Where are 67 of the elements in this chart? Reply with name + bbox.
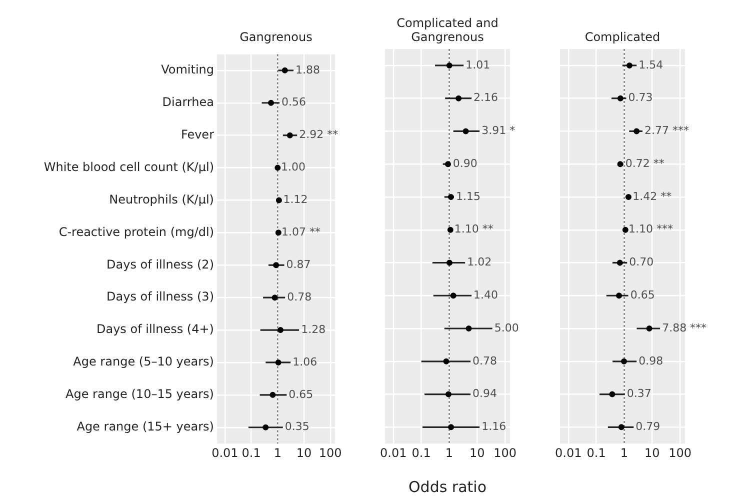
data-label: 0.78 [287, 290, 312, 304]
x-tick-label: 10 [644, 446, 660, 460]
data-label: 1.40 [474, 288, 498, 302]
data-label: 7.88 *** [662, 321, 708, 334]
x-tick-label: 0.01 [380, 446, 407, 460]
data-label: 1.15 [456, 190, 480, 203]
data-label: 2.16 [474, 91, 498, 104]
y-tick-label: Diarrhea [162, 95, 214, 109]
x-axis-title: Odds ratio [407, 478, 488, 496]
x-tick-label: 0.01 [555, 446, 582, 460]
x-tick-label: 10 [470, 446, 485, 460]
x-tick-label: 1 [620, 446, 628, 460]
data-label: 5.00 [494, 321, 519, 334]
data-label: 0.35 [284, 420, 310, 434]
data-label: 0.72 ** [625, 156, 665, 170]
data-label: 2.92 ** [299, 128, 339, 142]
y-tick-label: Days of illness (3) [106, 290, 214, 304]
y-tick-label: Age range (10–15 years) [66, 387, 214, 402]
y-tick-label: White blood cell count (K/µl) [44, 160, 214, 174]
data-label: 0.98 [638, 354, 664, 368]
data-label: 1.12 [283, 193, 308, 206]
x-tick-label: 10 [296, 446, 312, 460]
x-tick-label: 100 [668, 446, 692, 460]
data-label: 0.65 [288, 388, 314, 401]
chart-title: Complicated and Gangrenous [396, 15, 500, 44]
data-label: 0.90 [452, 156, 478, 170]
data-label: 1.01 [466, 58, 490, 72]
y-tick-label: C-reactive protein (mg/dl) [58, 224, 214, 239]
x-tick-label: 0.1 [242, 446, 261, 460]
data-label: 1.88 [296, 63, 320, 76]
data-label: 0.70 [629, 256, 654, 269]
chart-title: Complicated [584, 29, 662, 44]
y-tick-label: Age range (15+ years) [76, 420, 214, 434]
data-label: 1.10 ** [454, 222, 494, 236]
x-tick-label: 100 [494, 446, 517, 460]
data-label: 0.73 [628, 91, 653, 104]
data-label: 0.94 [472, 387, 498, 400]
data-label: 1.54 [638, 58, 664, 72]
x-tick-label: 100 [318, 446, 342, 460]
data-label: 0.79 [636, 420, 660, 434]
x-tick-label: 1 [445, 446, 454, 460]
y-tick-label: Fever [180, 127, 214, 142]
data-label: 1.42 ** [632, 190, 672, 203]
data-label: 2.77 *** [644, 124, 690, 138]
data-label: 0.56 [282, 96, 306, 109]
data-label: 1.02 [467, 256, 492, 269]
data-label: 1.16 [482, 420, 506, 434]
data-label: 1.10 *** [628, 222, 674, 236]
data-label: 0.37 [626, 387, 652, 400]
data-label: 1.28 [301, 322, 326, 336]
y-tick-label: Days of illness (4+) [96, 322, 214, 336]
x-tick-label: 0.1 [586, 446, 606, 460]
data-label: 1.00 [281, 160, 306, 174]
data-label: 0.65 [630, 288, 655, 302]
y-tick-label: Age range (5–10 years) [73, 354, 214, 369]
data-label: 1.07 ** [282, 226, 322, 239]
x-tick-label: 1 [274, 446, 282, 460]
data-label: 0.78 [472, 354, 498, 368]
y-tick-label: Days of illness (2) [106, 257, 214, 272]
x-tick-label: 0.01 [212, 446, 238, 460]
data-label: 3.91 * [482, 124, 516, 138]
data-label: 0.87 [286, 258, 311, 271]
chart-title: Gangrenous [238, 29, 314, 44]
y-tick-label: Neutrophils (K/µl) [109, 192, 214, 206]
y-tick-label: Vomiting [161, 62, 214, 77]
x-tick-label: 0.1 [412, 446, 431, 460]
data-label: 1.06 [292, 355, 318, 368]
